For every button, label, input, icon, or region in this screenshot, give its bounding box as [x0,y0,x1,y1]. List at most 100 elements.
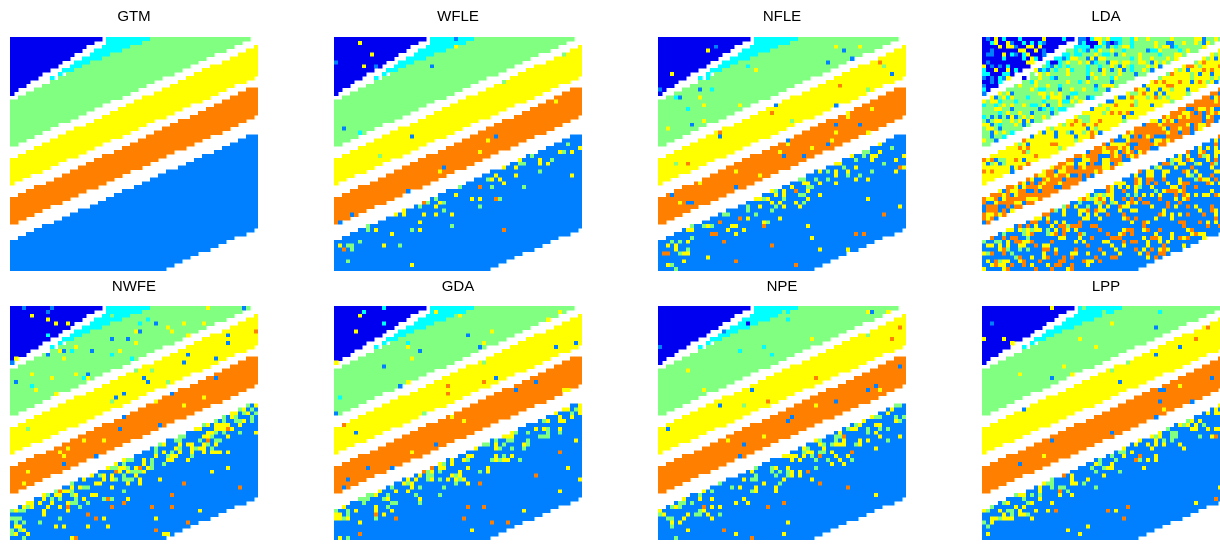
pixel-cell [70,251,75,256]
pixel-cell [462,111,467,116]
pixel-cell [78,239,83,245]
pixel-cell [174,107,179,112]
pixel-cell [114,251,119,256]
pixel-cell [194,208,199,213]
pixel-cell [346,103,351,108]
pixel-cell [254,185,258,190]
pixel-cell [134,99,139,104]
pixel-cell [34,154,39,159]
pixel-cell [470,142,475,147]
pixel-cell [554,99,559,104]
pixel-cell [130,48,135,53]
pixel-cell [218,72,223,77]
pixel-cell [78,44,83,50]
pixel-cell [162,103,167,108]
pixel-cell [338,126,343,131]
pixel-cell [458,142,463,147]
pixel-cell [550,189,555,194]
pixel-cell [158,247,163,252]
pixel-cell [446,165,451,170]
pixel-cell [74,251,79,256]
pixel-cell [390,142,395,147]
pixel-cell [58,99,63,104]
pixel-cell [122,161,127,167]
pixel-cell [158,204,163,209]
pixel-cell [70,232,75,237]
pixel-cell [26,165,31,170]
pixel-cell [190,212,195,217]
pixel-cell [110,157,115,163]
pixel-cell [226,79,231,85]
pixel-cell [78,37,83,42]
pixel-cell [78,189,83,194]
pixel-cell [86,251,91,256]
pixel-cell [10,196,15,202]
pixel-cell [86,169,91,174]
pixel-cell [202,130,207,135]
pixel-cell [38,95,43,100]
pixel-cell [558,60,563,65]
pixel-cell [86,247,91,252]
pixel-cell [530,79,535,85]
pixel-cell [122,247,127,252]
pixel-cell [142,99,147,104]
pixel-cell [542,130,547,135]
pixel-cell [462,79,467,85]
pixel-cell [246,200,251,206]
pixel-cell [402,126,407,131]
pixel-cell [62,48,67,53]
pixel-cell [202,169,207,174]
pixel-cell [158,173,163,178]
pixel-cell [78,83,83,89]
pixel-cell [562,107,567,112]
pixel-cell [210,173,215,178]
pixel-cell [494,193,499,198]
pixel-cell [90,142,95,147]
pixel-cell [150,142,155,147]
pixel-cell [118,263,123,268]
pixel-cell [202,115,207,120]
pixel-cell [170,111,175,116]
pixel-cell [30,251,35,256]
pixel-cell [578,150,582,155]
pixel-cell [150,216,155,221]
pixel-cell [470,157,475,163]
pixel-cell [538,91,543,96]
pixel-cell [58,111,63,116]
pixel-cell [438,173,443,178]
pixel-cell [242,72,247,77]
pixel-cell [14,173,19,178]
pixel-cell [138,255,143,260]
pixel-cell [190,91,195,96]
pixel-cell [194,130,199,135]
pixel-cell [98,68,103,73]
pixel-cell [114,169,119,174]
pixel-cell [506,64,511,69]
pixel-cell [18,247,23,252]
pixel-cell [134,154,139,159]
pixel-cell [194,251,199,256]
pixel-cell [186,76,191,81]
pixel-cell [410,169,415,174]
pixel-cell [238,161,243,167]
pixel-cell [18,37,23,42]
pixel-cell [510,91,515,96]
pixel-cell [90,216,95,221]
pixel-cell [438,130,443,135]
pixel-cell [502,64,507,69]
pixel-cell [74,212,79,217]
pixel-cell [374,107,379,112]
pixel-cell [458,44,463,50]
pixel-cell [138,157,143,163]
pixel-cell [22,251,27,256]
pixel-cell [438,165,443,170]
pixel-cell [510,173,515,178]
pixel-cell [534,165,539,170]
pixel-cell [350,95,355,100]
pixel-cell [458,76,463,81]
pixel-cell [382,95,387,100]
pixel-cell [50,247,55,252]
pixel-cell [394,64,399,69]
pixel-cell [130,40,135,46]
pixel-cell [162,91,167,96]
